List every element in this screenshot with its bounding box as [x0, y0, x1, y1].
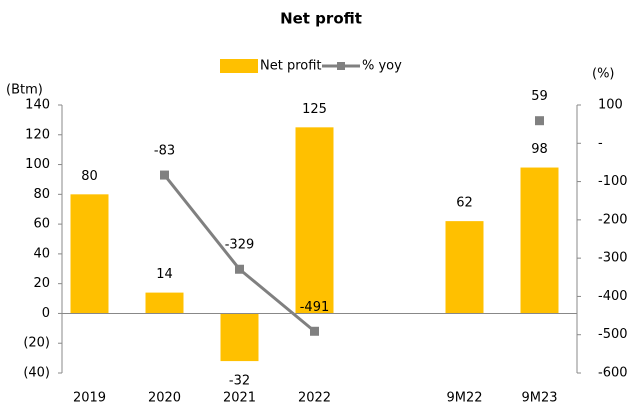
bar — [295, 127, 334, 314]
y-tick-label: 40 — [33, 246, 50, 261]
y2-tick-label: -300 — [598, 251, 628, 266]
bar-value-label: 98 — [531, 142, 548, 157]
x-tick-label: 2020 — [148, 391, 181, 406]
y-axis-label: (Btm) — [6, 83, 43, 98]
y2-tick-label: -200 — [598, 212, 628, 227]
bar-value-label: -32 — [229, 374, 250, 389]
y-tick-label: 140 — [25, 98, 50, 113]
chart-title: Net profit — [280, 10, 362, 28]
y-tick-label: (40) — [23, 366, 50, 381]
x-tick-label: 9M22 — [446, 391, 482, 406]
x-tick-label: 2021 — [223, 391, 256, 406]
y2-tick-label: -400 — [598, 289, 628, 304]
y2-tick-label: -600 — [598, 366, 628, 381]
y-tick-label: 20 — [33, 276, 50, 291]
bar-value-label: 125 — [302, 102, 327, 117]
bar — [445, 221, 484, 314]
y-tick-label: 80 — [33, 187, 50, 202]
bar — [520, 167, 559, 314]
bar-value-label: 62 — [456, 196, 473, 211]
y2-tick-label: -100 — [598, 174, 628, 189]
line-marker — [535, 116, 544, 126]
bar-value-label: 14 — [156, 267, 173, 282]
y-tick-label: 60 — [33, 217, 50, 232]
line-marker — [160, 170, 169, 180]
bar — [220, 313, 259, 362]
bar — [70, 194, 109, 314]
y-tick-label: 0 — [42, 306, 50, 321]
bar — [145, 292, 184, 314]
line-value-label: -491 — [300, 300, 330, 315]
y2-tick-label: 100 — [598, 98, 623, 113]
x-tick-label: 9M23 — [521, 391, 557, 406]
bar-value-label: 80 — [81, 169, 98, 184]
y2-axis-label: (%) — [592, 67, 615, 82]
line-marker — [235, 264, 244, 274]
legend-label: % yoy — [362, 59, 402, 74]
y2-tick-label: -500 — [598, 327, 628, 342]
line-marker — [310, 326, 319, 336]
legend-label: Net profit — [260, 59, 322, 74]
x-tick-label: 2019 — [73, 391, 106, 406]
legend-marker — [337, 62, 345, 70]
y-tick-label: 120 — [25, 127, 50, 142]
y2-tick-label: - — [598, 136, 603, 151]
line-value-label: 59 — [531, 89, 548, 104]
legend-swatch — [220, 59, 258, 73]
line-value-label: -83 — [154, 144, 175, 159]
y-tick-label: 100 — [25, 157, 50, 172]
y-tick-label: (20) — [23, 336, 50, 351]
line-value-label: -329 — [225, 238, 255, 253]
x-tick-label: 2022 — [298, 391, 331, 406]
